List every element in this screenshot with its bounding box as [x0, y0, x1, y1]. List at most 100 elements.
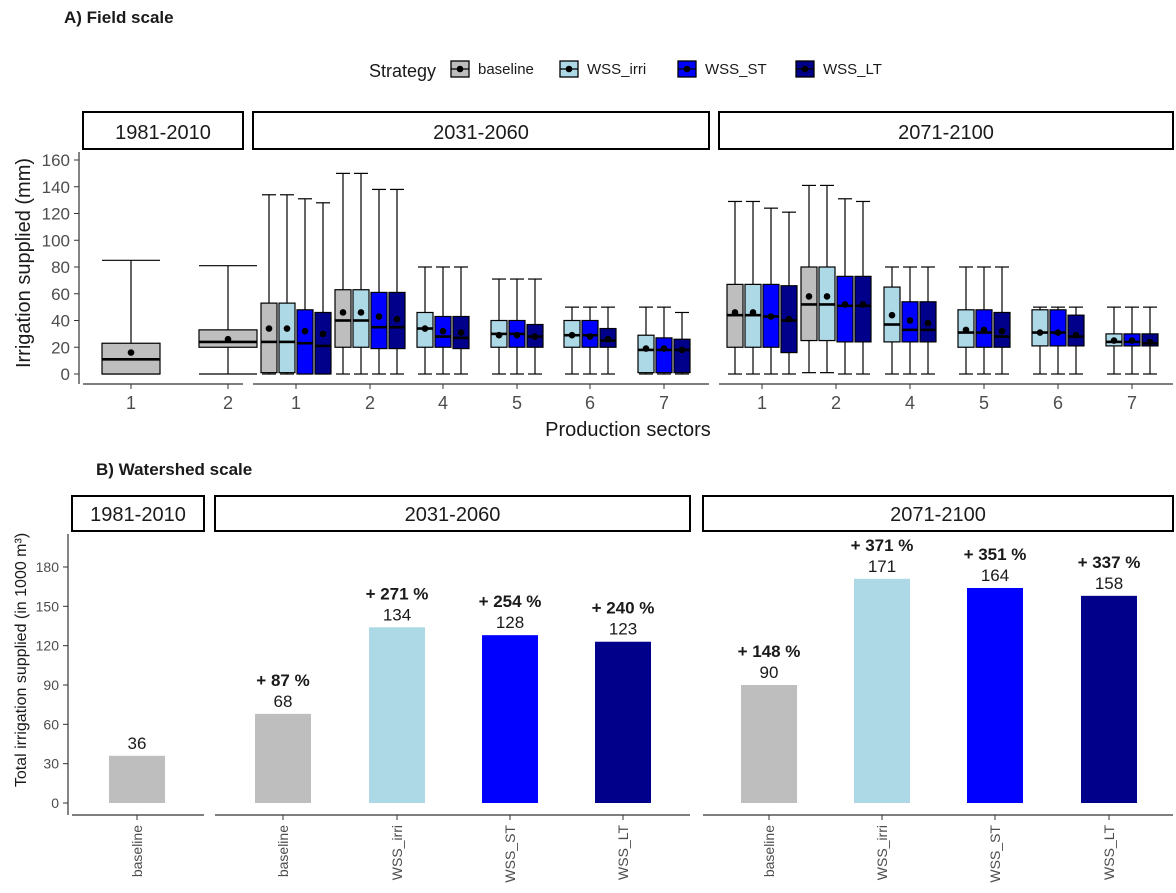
- bar-change-label: + 87 %: [256, 671, 309, 690]
- panel-b-x-tick-label: WSS_irri: [389, 825, 405, 880]
- panel-b-strip: [702, 495, 1174, 532]
- panel-a-xlabel: Production sectors: [545, 419, 711, 441]
- box-mean-point: [749, 309, 757, 316]
- box-mean-point: [265, 325, 273, 332]
- panel-a-ylabel: Irrigation supplied (mm): [13, 158, 35, 368]
- panel-b-y-tick-label: 60: [43, 716, 59, 732]
- bar-WSS_ST: [967, 587, 1023, 803]
- panel-b-x-tick-label: WSS_LT: [1101, 825, 1117, 880]
- box-mean-point: [785, 315, 793, 323]
- panel-a-x-tick-label: 4: [905, 393, 915, 413]
- bar-value-label: 134: [383, 605, 411, 624]
- box-mean-point: [339, 309, 347, 316]
- box-baseline: [260, 302, 278, 374]
- panel-a-y-tick-label: 40: [51, 312, 70, 331]
- panel-b-x-tick-label: baseline: [275, 825, 291, 877]
- panel-a-strip-label: 1981-2010: [115, 122, 211, 144]
- box-WSS_ST: [370, 291, 388, 350]
- legend-label-WSS_ST: WSS_ST: [705, 61, 767, 78]
- panel-b-x-tick-label: WSS_ST: [502, 825, 518, 883]
- panel-a-x-tick-label: 6: [1053, 393, 1063, 413]
- panel-a-x-tick-label: 5: [512, 393, 522, 413]
- bar-WSS_irri: [369, 627, 425, 803]
- panel-a-strip: [82, 111, 244, 150]
- legend-label-WSS_irri: WSS_irri: [587, 61, 646, 78]
- box-mean-point: [1110, 337, 1118, 344]
- box-mean-point: [224, 335, 232, 343]
- legend-key-dot-WSS_irri: [565, 65, 573, 73]
- legend-key-dot-WSS_LT: [801, 65, 809, 73]
- panel-b-y-tick-label: 180: [36, 559, 60, 575]
- box-mean-point: [375, 313, 383, 320]
- box-baseline: [334, 289, 352, 348]
- box-mean-point: [495, 331, 503, 339]
- box-mean-point: [660, 345, 668, 352]
- box-WSS_irri: [352, 289, 370, 348]
- box-mean-point: [568, 331, 576, 339]
- panel-a-x-tick-label: 2: [365, 393, 375, 413]
- box-mean-point: [678, 346, 686, 354]
- panel-a-x-tick-label: 2: [223, 393, 233, 413]
- panel-b-strip-label: 2031-2060: [405, 504, 501, 526]
- box-mean-point: [283, 325, 291, 332]
- box-mean-point: [805, 293, 813, 300]
- panel-a-y-tick-label: 60: [51, 285, 70, 304]
- box-WSS_ST: [655, 337, 673, 374]
- bar-WSS_LT: [595, 641, 651, 803]
- box-WSS_LT: [314, 311, 332, 375]
- panel-b-ylabel: Total irrigation supplied (in 1000 m³): [13, 533, 30, 787]
- panel-a-x-tick-label: 7: [1127, 393, 1137, 413]
- box-mean-point: [127, 349, 135, 356]
- bar-value-label: 36: [128, 734, 147, 753]
- panel-a-y-tick-label: 100: [42, 231, 70, 250]
- box-WSS_ST: [1049, 309, 1067, 347]
- box-WSS_ST: [836, 275, 854, 343]
- panel-a-y-tick-label: 80: [51, 258, 70, 277]
- bar-change-label: + 371 %: [851, 536, 914, 555]
- panel-b-y-tick-label: 90: [43, 677, 59, 693]
- bar-WSS_irri: [854, 578, 910, 803]
- panel-a-x-tick-label: 5: [979, 393, 989, 413]
- box-WSS_LT: [1067, 314, 1085, 347]
- legend-label-baseline: baseline: [478, 61, 534, 78]
- bar-value-label: 171: [868, 557, 896, 576]
- panel-b-x-tick-label: baseline: [761, 825, 777, 877]
- bar-change-label: + 351 %: [964, 545, 1027, 564]
- bar-value-label: 90: [760, 663, 779, 682]
- panel-b-strip: [71, 495, 205, 532]
- bar-change-label: + 148 %: [738, 642, 801, 661]
- panel-a-strip: [718, 111, 1174, 150]
- box-WSS_irri: [637, 334, 655, 374]
- box-mean-point: [841, 301, 849, 308]
- box-mean-point: [357, 309, 365, 316]
- panel-a-strip-label: 2071-2100: [898, 122, 994, 144]
- panel-b-x-tick-label: WSS_ST: [987, 825, 1003, 883]
- panel-b-y-tick-label: 30: [43, 756, 59, 772]
- box-mean-point: [767, 313, 775, 320]
- panel-a-x-tick-label: 2: [831, 393, 841, 413]
- panel-b-strip-label: 1981-2010: [90, 504, 186, 526]
- box-mean-point: [301, 327, 309, 335]
- box-mean-point: [962, 326, 970, 334]
- box-mean-point: [604, 335, 612, 343]
- bar-value-label: 158: [1095, 574, 1123, 593]
- box-mean-point: [924, 319, 932, 327]
- panel-a-x-tick-label: 7: [659, 393, 669, 413]
- box-WSS_irri: [278, 302, 296, 374]
- panel-a-x-tick-label: 1: [126, 393, 136, 413]
- panel-a-strip-label: 2031-2060: [433, 122, 529, 144]
- box-mean-point: [906, 317, 914, 324]
- box-WSS_irri: [1031, 309, 1049, 347]
- panel-b-x-tick-label: baseline: [129, 825, 145, 877]
- panel-b-y-tick-label: 150: [36, 598, 60, 614]
- panel-a-y-tick-label: 140: [42, 178, 70, 197]
- box-WSS_LT: [673, 338, 691, 374]
- box-WSS_ST: [296, 309, 314, 375]
- bar-baseline: [255, 713, 311, 803]
- box-mean-point: [642, 345, 650, 352]
- box-mean-point: [531, 333, 539, 340]
- box-mean-point: [1036, 329, 1044, 336]
- bar-value-label: 128: [496, 613, 524, 632]
- panel-a-plot: 0 20 40 60 80 100 120 140 160 1981-2010 1 2 2031-206…: [42, 111, 1174, 413]
